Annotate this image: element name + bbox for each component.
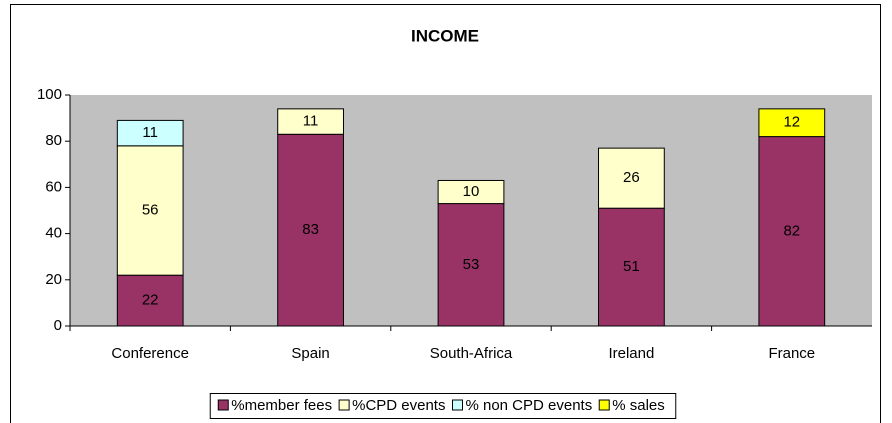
bar-segment	[598, 147, 665, 209]
x-tick-label: South-Africa	[430, 345, 513, 362]
bar-segment	[116, 119, 184, 147]
bar-segment	[277, 108, 344, 135]
y-tick-label: 60	[45, 178, 62, 195]
data-label: 11	[142, 124, 158, 141]
y-tick-label: 100	[37, 86, 62, 103]
x-tick-label: France	[768, 345, 815, 362]
y-tick-label: 20	[45, 271, 62, 288]
bar-segment	[598, 207, 665, 327]
legend-label: % sales	[612, 397, 665, 414]
bar-segment	[437, 179, 505, 205]
y-tick-label: 40	[45, 225, 62, 242]
x-tick-label: Spain	[291, 345, 329, 362]
legend-box	[209, 393, 677, 419]
data-label: 53	[463, 256, 480, 273]
y-tick-label: 80	[45, 132, 62, 149]
data-label: 83	[302, 221, 319, 238]
bar-segment	[758, 136, 826, 327]
legend-swatch	[598, 399, 610, 411]
x-tick-label: Ireland	[608, 345, 654, 362]
bar-segment	[277, 133, 344, 327]
data-label: 82	[783, 222, 800, 239]
data-label: 26	[623, 169, 640, 186]
legend-label: % non CPD events	[465, 397, 592, 414]
legend-label: %member fees	[231, 397, 332, 414]
data-label: 56	[142, 201, 159, 218]
legend-swatch	[338, 399, 350, 411]
bar-segment	[758, 108, 826, 138]
x-tick-label: Conference	[111, 345, 189, 362]
bar-segment	[116, 274, 184, 327]
bar-segment	[437, 203, 505, 327]
legend-label: %CPD events	[352, 397, 445, 414]
data-label: 11	[303, 113, 319, 130]
data-label: 12	[783, 114, 800, 131]
bar-segment	[116, 145, 184, 276]
legend-swatch	[451, 399, 463, 411]
legend-swatch	[217, 399, 229, 411]
y-tick-label: 0	[54, 317, 62, 334]
chart-title: INCOME	[411, 26, 479, 45]
data-label: 51	[623, 258, 640, 275]
data-label: 10	[463, 183, 480, 200]
data-label: 22	[142, 292, 159, 309]
